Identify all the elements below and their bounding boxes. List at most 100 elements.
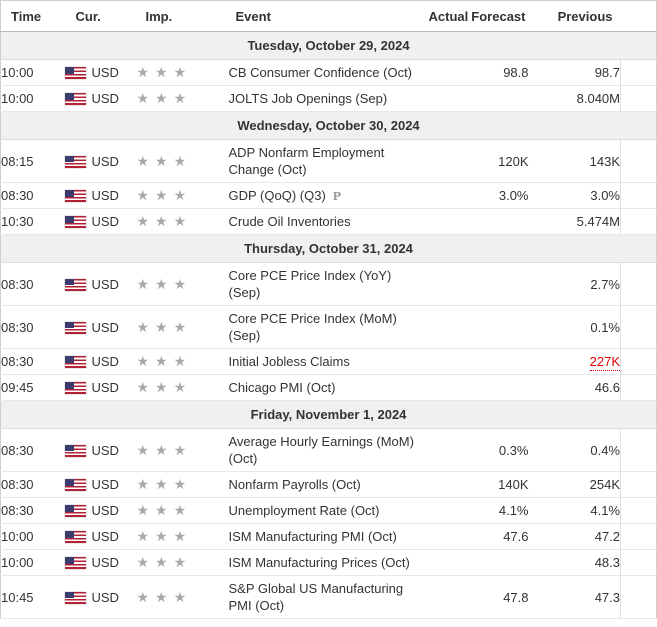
importance-cell: ★★★ <box>136 374 229 401</box>
event-name-link[interactable]: Initial Jobless Claims <box>228 354 350 369</box>
forecast-value: 3.0% <box>468 182 529 209</box>
event-name-link[interactable]: ISM Manufacturing Prices (Oct) <box>228 555 410 570</box>
previous-cell: 227K <box>528 348 621 375</box>
currency-cell: USD <box>64 497 137 524</box>
previous-value: 98.7 <box>594 65 620 80</box>
currency-cell: USD <box>64 428 137 472</box>
column-header-importance: Imp. <box>136 0 229 32</box>
previous-cell: 8.040M <box>528 85 621 112</box>
alert-cell <box>620 182 657 209</box>
event-time: 08:15 <box>0 139 65 183</box>
previous-value: 8.040M <box>576 91 620 106</box>
alert-cell <box>620 305 657 349</box>
forecast-value <box>468 374 529 401</box>
previous-value-alert[interactable]: 227K <box>589 354 620 371</box>
date-section-row: Wednesday, October 30, 2024 <box>0 111 657 140</box>
event-row[interactable]: 08:30 USD ★★★ Nonfarm Payrolls (Oct) 140K 254… <box>0 471 657 498</box>
previous-value: 254K <box>589 477 620 492</box>
column-header-currency: Cur. <box>64 0 137 32</box>
alert-cell <box>620 428 657 472</box>
actual-value <box>428 262 469 306</box>
event-cell: ISM Manufacturing Prices (Oct) <box>228 549 429 576</box>
alert-cell <box>620 348 657 375</box>
event-name-link[interactable]: S&P Global US Manufacturing PMI (Oct) <box>228 581 404 613</box>
forecast-value <box>468 85 529 112</box>
event-row[interactable]: 10:00 USD ★★★ ISM Manufacturing Prices (Oct… <box>0 549 657 576</box>
currency-label: USD <box>91 380 119 396</box>
event-name-link[interactable]: Average Hourly Earnings (MoM) (Oct) <box>228 434 414 466</box>
actual-value <box>428 208 469 235</box>
event-name-link[interactable]: ADP Nonfarm Employment Change (Oct) <box>228 145 385 177</box>
actual-value <box>428 428 469 472</box>
importance-stars-icon: ★★★ <box>136 187 193 203</box>
event-row[interactable]: 10:30 USD ★★★ Crude Oil Inventories 5.474M <box>0 208 657 235</box>
forecast-value: 47.8 <box>468 575 529 619</box>
event-name-link[interactable]: JOLTS Job Openings (Sep) <box>228 91 388 106</box>
event-row[interactable]: 10:00 USD ★★★ ISM Manufacturing PMI (Oct) 47… <box>0 523 657 550</box>
us-flag-icon <box>64 190 86 203</box>
alert-cell <box>620 497 657 524</box>
event-row[interactable]: 08:30 USD ★★★ GDP (QoQ) (Q3) P 3.0% 3.0% <box>0 182 657 209</box>
event-row[interactable]: 08:30 USD ★★★ Initial Jobless Claims 227K <box>0 348 657 375</box>
event-row[interactable]: 08:30 USD ★★★ Average Hourly Earnings (MoM)… <box>0 428 657 472</box>
previous-value: 2.7% <box>590 276 620 292</box>
event-name-link[interactable]: Core PCE Price Index (MoM) (Sep) <box>228 311 397 343</box>
event-time: 10:45 <box>0 575 65 619</box>
importance-stars-icon: ★★★ <box>136 476 193 492</box>
event-row[interactable]: 10:45 USD ★★★ S&P Global US Manufacturing P… <box>0 575 657 619</box>
event-name-link[interactable]: Core PCE Price Index (YoY) (Sep) <box>228 268 392 300</box>
event-row[interactable]: 08:30 USD ★★★ Core PCE Price Index (YoY) (S… <box>0 262 657 306</box>
event-row[interactable]: 10:00 USD ★★★ CB Consumer Confidence (Oct) 9… <box>0 59 657 86</box>
us-flag-icon <box>64 382 86 395</box>
alert-cell <box>620 208 657 235</box>
alert-cell <box>620 549 657 576</box>
event-time: 08:30 <box>0 182 65 209</box>
currency-label: USD <box>91 91 119 107</box>
actual-value <box>428 182 469 209</box>
currency-label: USD <box>91 154 119 170</box>
previous-cell: 2.7% <box>528 262 621 306</box>
us-flag-icon <box>64 67 86 80</box>
event-time: 10:00 <box>0 523 65 550</box>
currency-label: USD <box>91 214 119 230</box>
actual-value <box>428 497 469 524</box>
event-row[interactable]: 08:15 USD ★★★ ADP Nonfarm Employment Change… <box>0 139 657 183</box>
importance-cell: ★★★ <box>136 428 229 472</box>
previous-cell: 98.7 <box>528 59 621 86</box>
importance-stars-icon: ★★★ <box>136 64 193 80</box>
event-name-link[interactable]: Nonfarm Payrolls (Oct) <box>228 477 361 492</box>
us-flag-icon <box>64 356 86 369</box>
event-name-link[interactable]: Chicago PMI (Oct) <box>228 380 336 395</box>
alert-cell <box>620 374 657 401</box>
forecast-value: 140K <box>468 471 529 498</box>
importance-cell: ★★★ <box>136 208 229 235</box>
column-header-time: Time <box>0 0 65 32</box>
column-header-actual: Actual <box>428 0 469 32</box>
currency-label: USD <box>91 443 119 459</box>
event-time: 10:00 <box>0 549 65 576</box>
event-row[interactable]: 08:30 USD ★★★ Core PCE Price Index (MoM) (S… <box>0 305 657 349</box>
event-row[interactable]: 09:45 USD ★★★ Chicago PMI (Oct) 46.6 <box>0 374 657 401</box>
event-time: 08:30 <box>0 305 65 349</box>
event-time: 09:45 <box>0 374 65 401</box>
date-section-row: Friday, November 1, 2024 <box>0 400 657 429</box>
event-name-link[interactable]: GDP (QoQ) (Q3) <box>228 187 326 203</box>
section-date-label: Thursday, October 31, 2024 <box>0 234 657 263</box>
event-name-link[interactable]: Crude Oil Inventories <box>228 214 351 229</box>
event-cell: GDP (QoQ) (Q3) P <box>228 182 429 209</box>
importance-stars-icon: ★★★ <box>136 213 193 229</box>
previous-cell: 3.0% <box>528 182 621 209</box>
event-name-link[interactable]: ISM Manufacturing PMI (Oct) <box>228 529 397 544</box>
actual-value <box>428 549 469 576</box>
event-cell: Core PCE Price Index (MoM) (Sep) <box>228 305 429 349</box>
forecast-value <box>468 262 529 306</box>
event-name-link[interactable]: CB Consumer Confidence (Oct) <box>228 65 413 80</box>
event-row[interactable]: 10:00 USD ★★★ JOLTS Job Openings (Sep) 8.040… <box>0 85 657 112</box>
event-cell: JOLTS Job Openings (Sep) <box>228 85 429 112</box>
event-name-link[interactable]: Unemployment Rate (Oct) <box>228 503 380 518</box>
event-row[interactable]: 08:30 USD ★★★ Unemployment Rate (Oct) 4.1% 4.… <box>0 497 657 524</box>
currency-cell: USD <box>64 59 137 86</box>
actual-value <box>428 348 469 375</box>
previous-cell: 5.474M <box>528 208 621 235</box>
event-time: 08:30 <box>0 471 65 498</box>
